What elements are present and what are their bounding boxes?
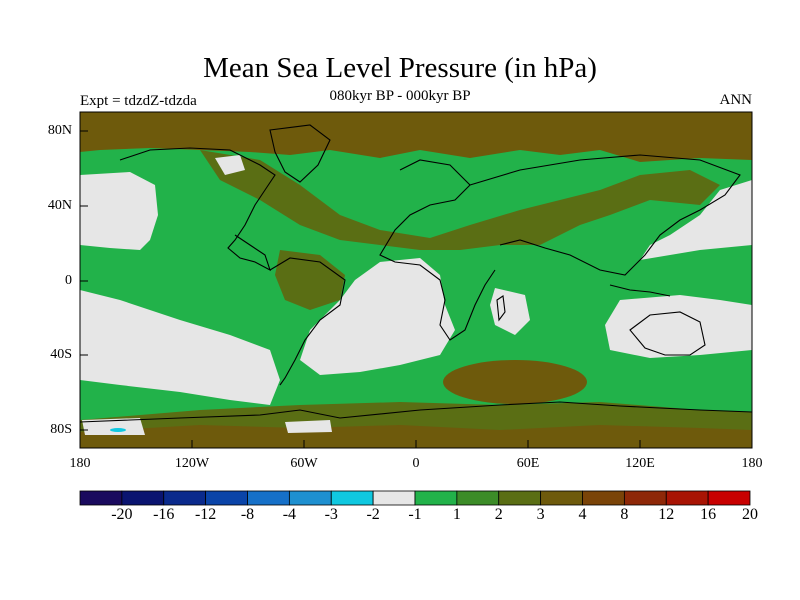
lon-label-0: 0 [412,456,420,471]
australia-neutral-region [605,295,752,358]
colorbar-tick-label: -1 [408,506,422,523]
colorbar-tick-label: 20 [742,506,758,523]
coastline-madagascar [496,295,506,322]
lat-label-0: 0 [65,273,72,288]
west-pacific-neutral-region [640,180,752,260]
colorbar-swatch [623,490,667,506]
colorbar-tick-label: -12 [194,506,217,523]
map-panel [79,111,753,449]
chart-subtitle: 080kyr BP - 000kyr BP [329,88,471,104]
colorbar-swatch [414,490,458,506]
north-pacific-neutral-region [80,172,158,250]
colorbar-tick-label: -3 [324,506,338,523]
season-label: ANN [719,92,753,108]
indian-ocean-neutral-region [490,288,530,335]
coastline-antarctica [79,401,753,423]
lat-label-40s: 40S [50,347,72,362]
lon-label-120w: 120W [174,456,210,471]
lat-label-80s: 80S [50,422,72,437]
colorbar [79,490,751,506]
colorbar-tick-label: 8 [620,506,629,523]
coastline-greenland [269,124,331,183]
colorbar-swatch [372,490,416,506]
lon-label-180w: 180 [69,456,91,471]
south-america-anomaly-region [275,250,345,310]
coastline-indonesia [609,284,671,297]
arctic-anomaly-region [80,112,752,162]
antarctic-cyan-patch [110,428,126,432]
lat-label-40n: 40N [47,198,72,213]
lat-label-80n: 80N [47,123,72,138]
antarctic-inner-region [80,425,752,448]
coastline-asia [469,154,741,276]
colorbar-tick-label: -4 [282,506,297,523]
colorbar-swatch [582,490,625,506]
colorbar-tick-label: 16 [700,506,717,523]
colorbar-swatch [498,490,542,506]
colorbar-tick-label: 1 [452,506,461,523]
southern-ocean-anomaly-region [443,360,587,404]
colorbar-tick-label: 12 [658,506,675,523]
colorbar-tick-label: 3 [536,506,545,523]
colorbar-swatch [665,490,709,506]
colorbar-tick-label: 2 [494,506,503,523]
colorbar-swatch [247,490,290,506]
coastlines [79,124,753,423]
colorbar-tick-label: 4 [578,506,587,523]
colorbar-swatch [540,490,583,506]
antarctic-neutral-patch-mid [285,420,332,433]
coastline-australia [629,311,706,356]
lon-label-60e: 60E [516,456,540,471]
colorbar-swatch [707,490,751,506]
lon-label-180e: 180 [741,456,763,471]
colorbar-swatch [79,490,123,506]
south-atlantic-neutral-region [300,258,455,375]
experiment-label: Expt = tdzdZ-tdzda [80,93,197,109]
colorbar-tick-label: -20 [111,506,133,523]
east-pacific-neutral-region [80,290,280,405]
antarctic-neutral-patch-west [82,418,145,435]
greenland-neutral-region [215,155,245,175]
map-ticks [80,130,641,448]
colorbar-tick-label: -2 [366,506,380,523]
north-atlantic-anomaly-region [200,150,720,250]
colorbar-tick-label: -8 [240,506,255,523]
colorbar-tick-label: -16 [153,506,175,523]
colorbar-swatch [121,490,165,506]
chart-title: Mean Sea Level Pressure (in hPa) [203,52,597,84]
colorbar-swatch [205,490,248,506]
colorbar-swatch [288,490,332,506]
colorbar-swatch [456,490,500,506]
colorbar-swatch [163,490,207,506]
coastline-north-america [119,147,276,272]
lon-label-60w: 60W [290,456,318,471]
lon-label-120e: 120E [625,456,655,471]
coastline-south-america [269,257,346,386]
colorbar-swatch [330,490,374,506]
